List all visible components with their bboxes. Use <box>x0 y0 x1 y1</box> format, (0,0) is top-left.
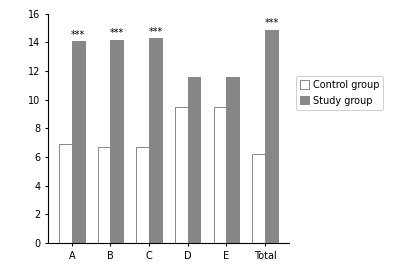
Text: ***: *** <box>148 27 162 37</box>
Bar <box>72 41 85 243</box>
Text: ***: *** <box>264 18 279 28</box>
Bar <box>214 107 227 243</box>
Bar <box>175 107 188 243</box>
Bar <box>149 38 162 243</box>
Bar <box>110 39 123 243</box>
Text: ***: *** <box>71 30 85 39</box>
Text: ***: *** <box>110 28 124 38</box>
Bar <box>98 147 110 243</box>
Legend: Control group, Study group: Control group, Study group <box>296 76 383 110</box>
Bar <box>252 154 265 243</box>
Bar <box>188 77 200 243</box>
Bar <box>227 77 239 243</box>
Bar <box>136 147 149 243</box>
Bar <box>265 30 278 243</box>
Bar <box>59 144 72 243</box>
